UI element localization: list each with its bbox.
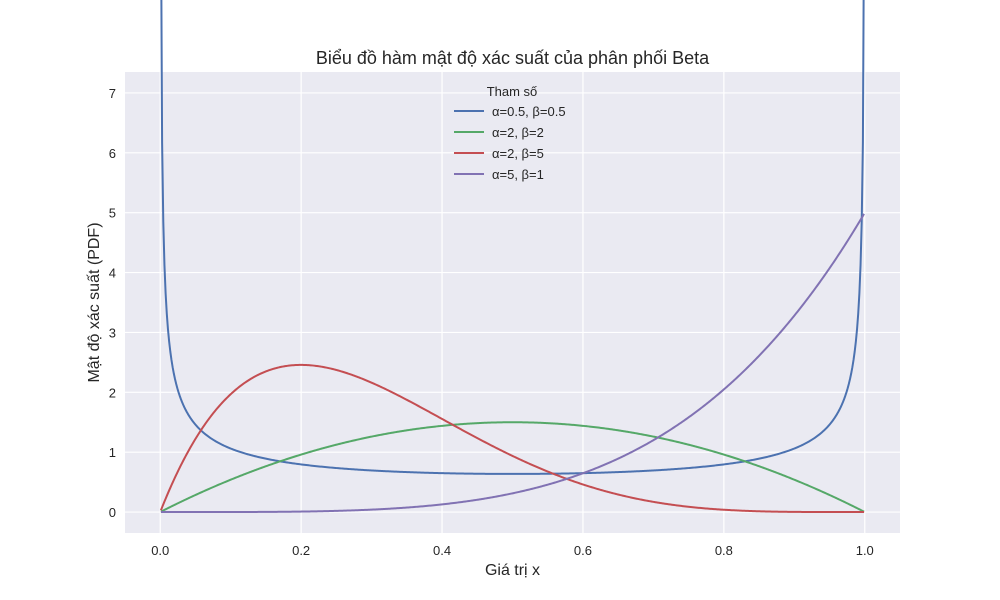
legend-item-label: α=2, β=5 [492,146,544,161]
y-tick-label: 6 [109,146,116,161]
x-tick-label: 0.8 [715,543,733,558]
chart-title: Biểu đồ hàm mật độ xác suất của phân phố… [316,48,710,68]
series-line [160,363,865,514]
x-tick-label: 0.6 [574,543,592,558]
y-tick-label: 2 [109,385,116,400]
series-line [160,421,865,513]
x-tick-label: 0.4 [433,543,451,558]
legend-item-label: α=5, β=1 [492,167,544,182]
y-tick-label: 4 [109,266,116,281]
x-tick-label: 0.2 [292,543,310,558]
y-tick-label: 0 [109,505,116,520]
x-tick-labels: 0.0 0.2 0.4 0.6 0.8 1.0 [151,543,874,558]
legend-item-label: α=0.5, β=0.5 [492,104,566,119]
y-tick-labels: 0 1 2 3 4 5 6 7 [109,86,116,520]
x-tick-label: 1.0 [856,543,874,558]
y-tick-label: 3 [109,325,116,340]
legend: Tham số α=0.5, β=0.5 α=2, β=2 α=2, β=5 α=5,… [454,84,566,182]
legend-title: Tham số [487,84,538,99]
grid-lines [125,72,900,533]
y-tick-label: 7 [109,86,116,101]
y-axis-label: Mật độ xác suất (PDF) [86,222,103,382]
x-axis-label: Giá trị x [485,562,540,579]
legend-item-label: α=2, β=2 [492,125,544,140]
y-tick-label: 1 [109,445,116,460]
x-tick-label: 0.0 [151,543,169,558]
plot-area [125,72,900,533]
series-line [160,213,865,514]
y-tick-label: 5 [109,206,116,221]
series-layer [160,0,865,514]
